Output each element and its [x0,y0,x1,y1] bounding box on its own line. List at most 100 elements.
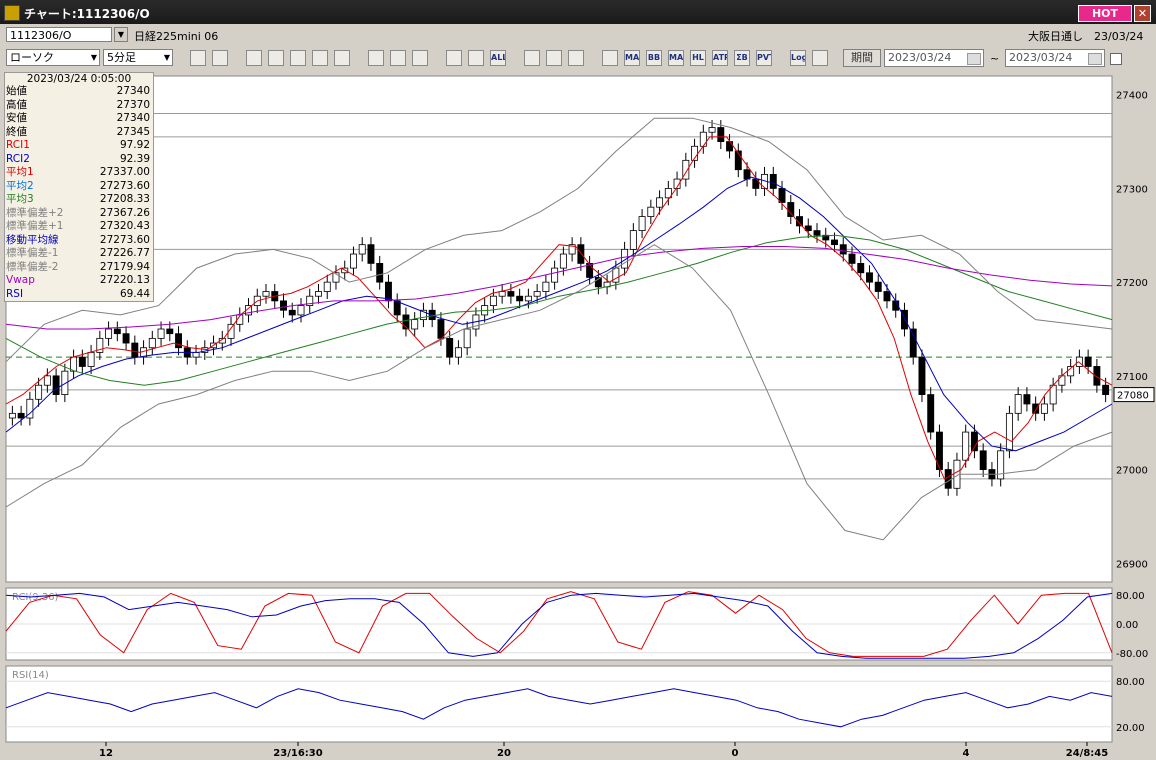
chevron-down-icon[interactable]: ▼ [114,27,128,42]
candle-body [796,216,803,227]
toolbar-pen-icon[interactable] [368,50,384,66]
candle-body [962,431,970,461]
toolbar-hl-icon[interactable]: HL [690,50,706,66]
info-datetime: 2023/03/24 0:05:00 [26,73,132,85]
interval-select[interactable]: 5分足 ▼ [103,49,173,66]
info-row: 高値 27370 [5,99,153,113]
info-row-label: RCI2 [6,152,30,165]
toolbar-select-icon[interactable] [390,50,406,66]
toolbar-tool-icon[interactable] [524,50,540,66]
toolbar-bb-icon[interactable]: BB [646,50,662,66]
candle-body [17,412,25,419]
close-button[interactable]: ✕ [1134,5,1151,22]
candle-body [315,291,322,297]
toolbar-draw-icon[interactable] [246,50,262,66]
candle-body [218,337,226,344]
candle-body [306,295,314,306]
candle-body [8,412,16,419]
candle-body [52,375,60,395]
series-line-rsi-0 [5,688,1113,728]
x-tick-label: 24/8:45 [1066,748,1108,759]
info-row: 標準偏差+2 27367.26 [5,207,153,221]
info-row-label: 平均2 [6,179,34,192]
chevron-down-icon: ▼ [163,53,170,62]
info-row: 移動平均線 27273.60 [5,234,153,248]
info-row-value: 27226.77 [99,247,150,259]
toolbar-eraser-icon[interactable] [334,50,350,66]
candle-body [726,141,734,152]
toolbar-ruler-icon[interactable] [268,50,284,66]
candle-body [192,352,200,358]
x-tick-label: 12 [99,748,113,759]
y-tick-label: 27000 [1116,466,1148,477]
series-line-rci-1 [5,592,1113,659]
date-from-input[interactable]: 2023/03/24 [884,49,984,67]
candle-body [122,333,130,344]
info-row-value: 27337.00 [99,166,150,178]
candle-body [262,291,270,297]
toolbar-ma-icon[interactable]: MA [624,50,640,66]
info-row-value: 27340 [116,85,150,97]
candle-body [647,206,655,217]
info-row: 標準偏差-2 27179.94 [5,261,153,275]
info-row-label: 標準偏差+2 [6,206,64,219]
candle-body [1102,384,1110,395]
chart-type-select[interactable]: ローソク ▼ [6,49,100,66]
candle-body [350,253,357,269]
toolbar-all-icon[interactable]: ALL [490,50,506,66]
candle-body [848,253,856,264]
toolbar-cursor-icon[interactable] [212,50,228,66]
candle-body [717,127,725,142]
toolbar-zoom-in-icon[interactable] [446,50,462,66]
y-tick-label: 27100 [1116,372,1148,383]
candle-body [857,263,865,274]
info-row-value: 27208.33 [99,193,150,205]
calendar-icon[interactable] [967,53,981,65]
candle-body [559,253,567,269]
candle-body [1058,375,1066,386]
candle-body [384,281,392,302]
info-row: RCI1 97.92 [5,139,153,153]
candle-body [393,300,401,316]
info-row-value: 27367.26 [99,206,150,219]
candle-body [489,295,497,306]
series-line-1 [5,176,1113,452]
session-label: 大阪日通し [1028,30,1083,43]
candle-body [402,314,410,330]
hot-button[interactable]: HOT [1078,5,1132,22]
chart-area[interactable]: 27400 27300 27200 27100 27000 26900 27080 12 23/… [0,70,1156,760]
x-tick-label: 20 [497,748,511,759]
toolbar-mae-icon[interactable]: MAE [668,50,684,66]
toolbar-export-icon[interactable] [812,50,828,66]
candle-body [935,431,943,470]
candle-body [813,230,821,236]
candle-body [1023,394,1031,405]
toolbar-palette-icon[interactable] [568,50,584,66]
window-title: チャート:1112306/O [24,7,150,21]
toolbar-chart-icon[interactable] [290,50,306,66]
rsi-panel-bg [5,665,1113,743]
toolbar-brush-icon[interactable] [546,50,562,66]
info-row-label: 平均3 [6,193,34,205]
candle-body [568,244,576,255]
toolbar-rotate-icon[interactable] [412,50,428,66]
date-to-input[interactable]: 2023/03/24 [1005,49,1105,67]
info-row-value: 92.39 [119,152,150,165]
period-button[interactable]: 期間 [843,49,881,67]
toolbar-pvt-icon[interactable]: PVT [756,50,772,66]
toolbar-bar-icon[interactable] [312,50,328,66]
y-tick-label: 26900 [1116,559,1148,570]
last-price-label: 27080 [1117,391,1149,402]
toolbar-log-icon[interactable]: Log [790,50,806,66]
window-toggle-icon[interactable] [1110,53,1122,65]
toolbar-search-icon[interactable] [190,50,206,66]
info-row: 標準偏差-1 27226.77 [5,247,153,261]
toolbar-zoom-out-icon[interactable] [468,50,484,66]
y-tick-label: 27400 [1116,91,1148,102]
candle-body [175,333,183,349]
symbol-input[interactable]: 1112306/O [6,27,112,42]
toolbar-de-icon[interactable]: ΣΒ [734,50,750,66]
toolbar-atr-icon[interactable]: ATR [712,50,728,66]
toolbar-grid-icon[interactable] [602,50,618,66]
calendar-icon[interactable] [1088,53,1102,65]
